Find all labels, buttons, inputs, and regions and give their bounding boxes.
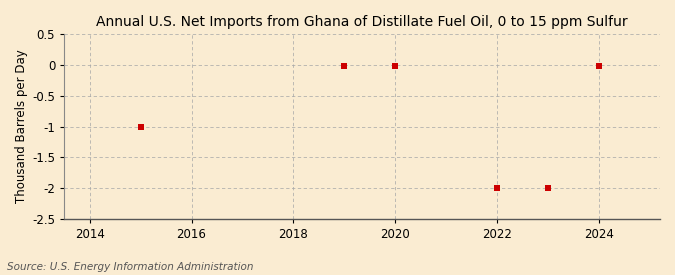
Point [135,124,146,129]
Point [389,64,400,68]
Title: Annual U.S. Net Imports from Ghana of Distillate Fuel Oil, 0 to 15 ppm Sulfur: Annual U.S. Net Imports from Ghana of Di… [97,15,628,29]
Text: Source: U.S. Energy Information Administration: Source: U.S. Energy Information Administ… [7,262,253,272]
Point [543,186,554,190]
Y-axis label: Thousand Barrels per Day: Thousand Barrels per Day [15,50,28,204]
Point [491,186,502,190]
Point [593,64,604,68]
Point [339,64,350,68]
